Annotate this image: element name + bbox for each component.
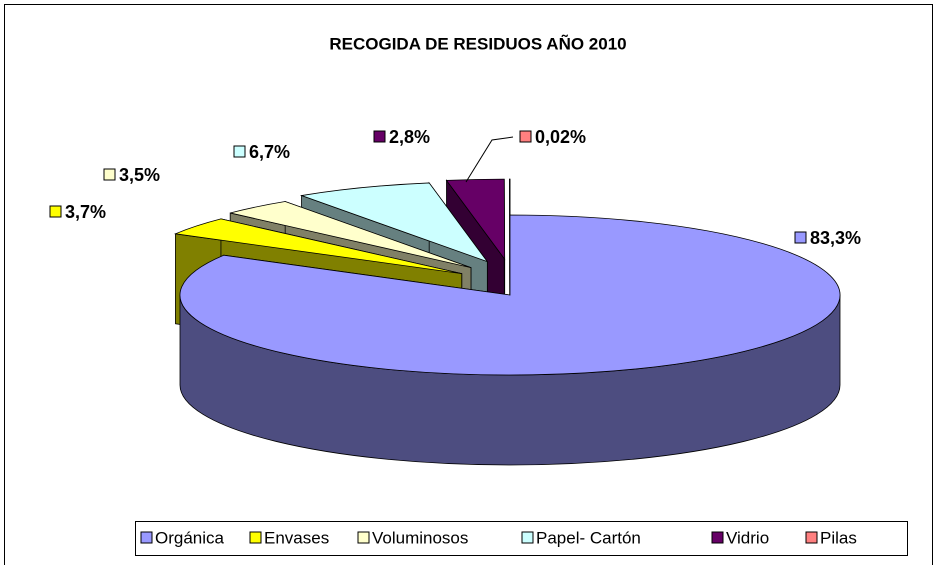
pie bbox=[173, 178, 841, 466]
legend-label: Orgánica bbox=[155, 528, 225, 547]
data-label: 83,3% bbox=[810, 228, 861, 248]
data-label: 3,7% bbox=[65, 202, 106, 222]
data-label: 2,8% bbox=[389, 127, 430, 147]
label-key bbox=[103, 168, 116, 181]
legend-key bbox=[249, 531, 262, 544]
legend-label: Vidrio bbox=[726, 528, 769, 547]
label-key bbox=[794, 231, 807, 244]
label-key bbox=[373, 130, 386, 143]
data-label: 0,02% bbox=[535, 127, 586, 147]
legend-key bbox=[711, 531, 724, 544]
slice bbox=[179, 214, 841, 466]
legend-key bbox=[805, 531, 818, 544]
legend-label: Voluminosos bbox=[372, 528, 468, 547]
label-key bbox=[519, 130, 532, 143]
legend-label: Papel- Cartón bbox=[536, 528, 641, 547]
slice-top bbox=[230, 201, 472, 269]
legend-key bbox=[357, 531, 370, 544]
chart-title: RECOGIDA DE RESIDUOS AÑO 2010 bbox=[329, 33, 626, 53]
label-key bbox=[233, 145, 246, 158]
legend-label: Envases bbox=[264, 528, 329, 547]
label-key bbox=[49, 205, 62, 218]
data-label: 3,5% bbox=[119, 165, 160, 185]
legend-key bbox=[140, 531, 153, 544]
data-labels: 83,3% 3,7% 3,5% 6,7% 2,8% 0,02% bbox=[49, 127, 861, 248]
slice-top bbox=[299, 182, 489, 263]
slice-top bbox=[179, 214, 841, 376]
legend-label: Pilas bbox=[820, 528, 857, 547]
slice-top bbox=[173, 218, 462, 274]
legend-key bbox=[521, 531, 534, 544]
leader-line bbox=[465, 136, 514, 183]
legend: Orgánica Envases Voluminosos Papel- Cartón V… bbox=[140, 528, 857, 547]
slice-top bbox=[445, 178, 506, 261]
data-label: 6,7% bbox=[249, 142, 290, 162]
